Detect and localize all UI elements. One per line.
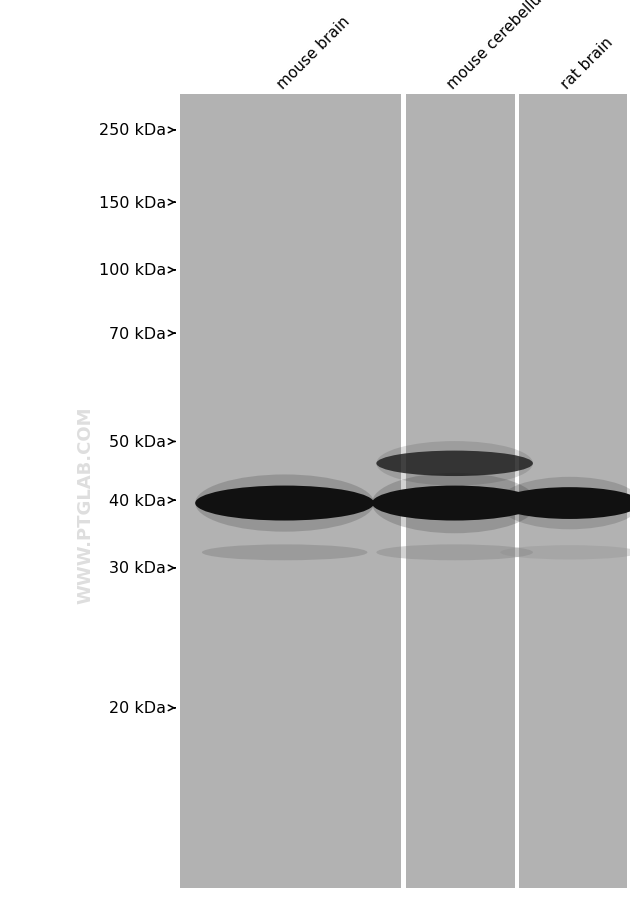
Ellipse shape [372, 486, 537, 521]
Text: 70 kDa: 70 kDa [110, 327, 166, 341]
Text: WWW.PTGLAB.COM: WWW.PTGLAB.COM [76, 407, 94, 603]
Text: rat brain: rat brain [559, 35, 616, 92]
Text: 20 kDa: 20 kDa [110, 701, 166, 715]
Ellipse shape [376, 442, 533, 486]
Text: 30 kDa: 30 kDa [110, 561, 166, 575]
Ellipse shape [202, 545, 367, 561]
Ellipse shape [498, 488, 630, 520]
Ellipse shape [195, 486, 374, 521]
Ellipse shape [372, 474, 537, 534]
Text: 100 kDa: 100 kDa [99, 263, 166, 278]
Bar [180, 95, 627, 888]
Ellipse shape [498, 477, 630, 529]
Text: mouse cerebellum: mouse cerebellum [444, 0, 555, 92]
Text: 40 kDa: 40 kDa [110, 493, 166, 508]
Bar [515, 95, 520, 888]
Text: mouse brain: mouse brain [274, 14, 352, 92]
Ellipse shape [500, 546, 630, 560]
Bar [401, 95, 406, 888]
Ellipse shape [195, 475, 374, 532]
Text: 50 kDa: 50 kDa [110, 435, 166, 449]
Ellipse shape [376, 451, 533, 476]
Ellipse shape [376, 545, 533, 561]
Text: 250 kDa: 250 kDa [99, 124, 166, 138]
Text: 150 kDa: 150 kDa [99, 196, 166, 210]
